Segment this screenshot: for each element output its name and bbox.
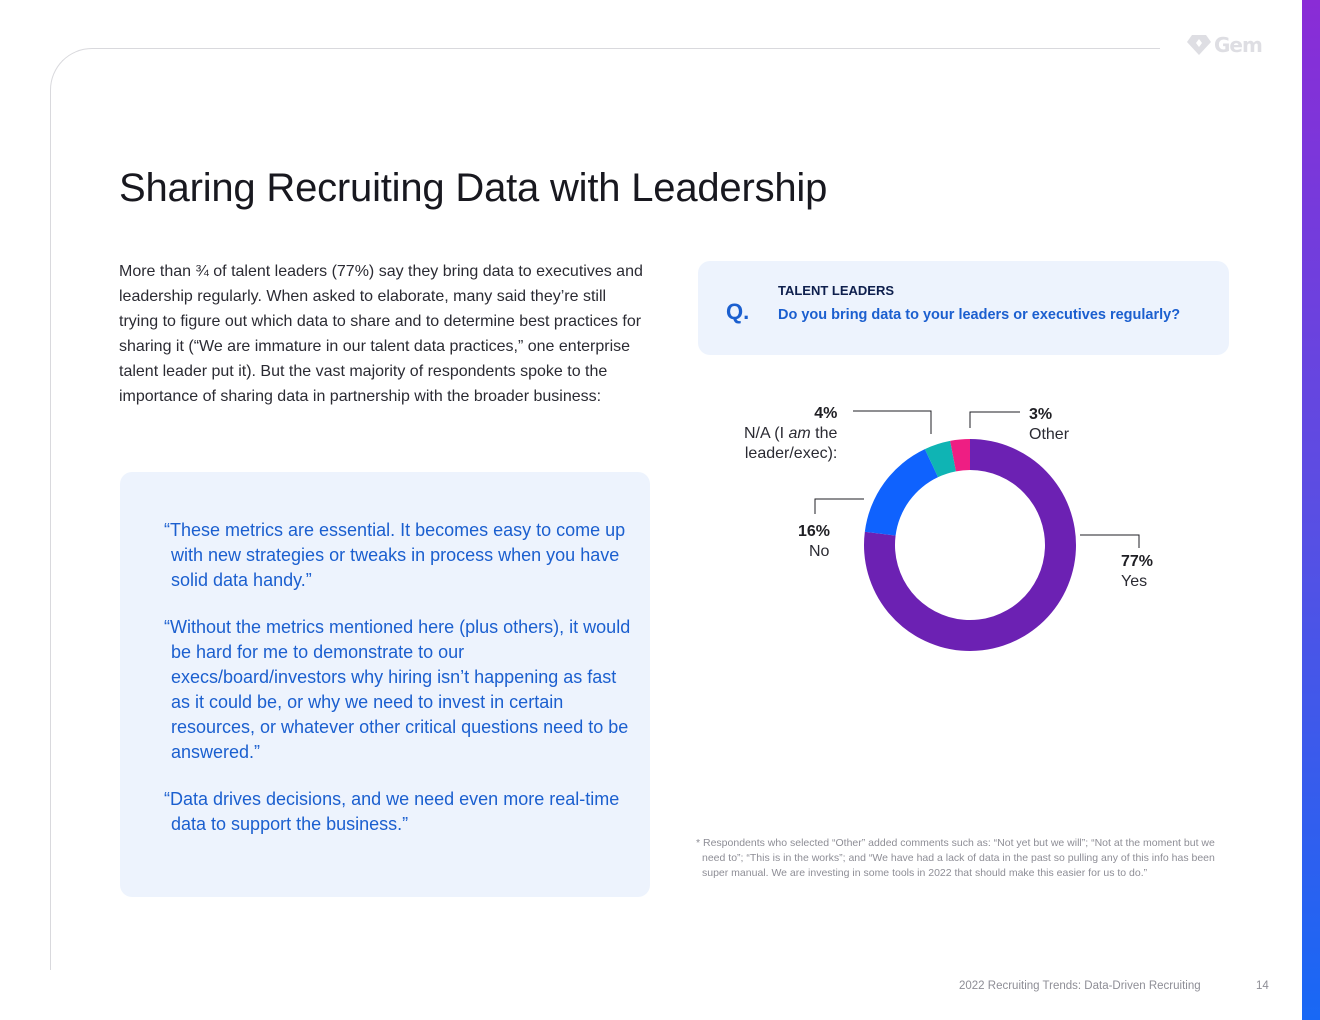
survey-question-card: Q. TALENT LEADERS Do you bring data to y…	[698, 261, 1229, 355]
gem-logo-text: Gem	[1214, 33, 1263, 57]
page-frame-top-rule	[92, 48, 1160, 49]
donut-slice-no	[864, 449, 939, 536]
quote-1: “These metrics are essential. It becomes…	[164, 520, 626, 590]
page-title: Sharing Recruiting Data with Leadership	[119, 166, 828, 210]
quote-3: “Data drives decisions, and we need even…	[164, 789, 620, 834]
donut-leader-lines	[814, 410, 1140, 548]
slice-name-yes: Yes	[1121, 573, 1148, 590]
gem-logo: Gem	[1186, 33, 1263, 57]
slice-name-other: Other	[1029, 426, 1070, 443]
slice-pct-yes: 77%	[1121, 553, 1154, 570]
quote-2: “Without the metrics mentioned here (plu…	[164, 617, 631, 762]
slice-name-no: No	[809, 543, 830, 560]
page-frame-left-rule	[50, 90, 51, 970]
donut-slice-other	[950, 439, 970, 472]
gradient-side-bar	[1302, 0, 1320, 1020]
slice-label-no: 16% No	[798, 522, 830, 562]
gem-diamond-icon	[1187, 35, 1211, 55]
slice-label-na-line2: leader/exec):	[744, 445, 838, 462]
question-audience: TALENT LEADERS	[778, 283, 895, 298]
slice-pct-no: 16%	[798, 523, 831, 540]
slice-pct-other: 3%	[1029, 406, 1053, 423]
leader-line-na	[853, 410, 932, 434]
slice-label-na-line1: N/A (I am the	[744, 425, 838, 442]
intro-paragraph: More than ¾ of talent leaders (77%) say …	[119, 263, 643, 405]
quotes-card: “These metrics are essential. It becomes…	[120, 472, 650, 897]
leader-line-no	[814, 498, 864, 514]
donut-slices	[864, 439, 1077, 651]
page-number: 14	[1256, 980, 1269, 992]
leader-line-other	[969, 411, 1020, 428]
question-text: Do you bring data to your leaders or exe…	[778, 307, 1181, 323]
slice-pct-na: 4%	[814, 405, 838, 422]
slice-label-na: 4% N/A (I am the leader/exec):	[744, 404, 837, 464]
donut-slice-na	[924, 440, 956, 478]
slice-label-yes: 77% Yes	[1121, 552, 1153, 592]
leader-line-yes	[1080, 534, 1140, 548]
question-mark-label: Q.	[726, 299, 750, 324]
footer-publication: 2022 Recruiting Trends: Data-Driven Recr…	[959, 980, 1201, 992]
slice-label-other: 3% Other	[1029, 405, 1069, 445]
footnote: * Respondents who selected “Other” added…	[696, 837, 1215, 879]
